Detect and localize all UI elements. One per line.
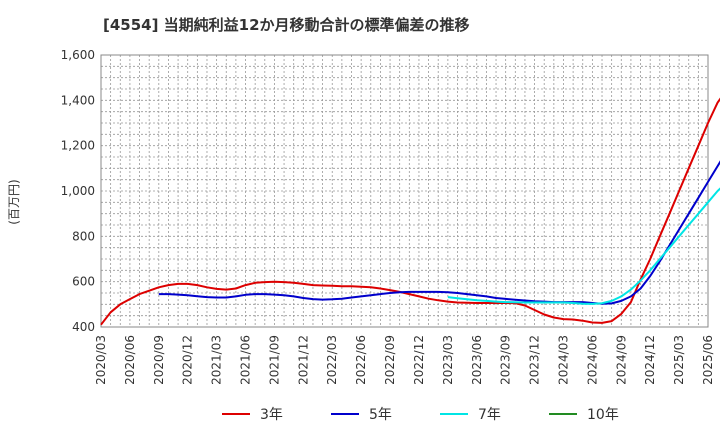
y-axis-label: (百万円) bbox=[7, 179, 21, 224]
x-tick-label: 2022/09 bbox=[383, 335, 397, 385]
x-tick-label: 2023/03 bbox=[441, 335, 455, 385]
x-tick-label: 2022/06 bbox=[354, 335, 368, 385]
x-tick-label: 2020/03 bbox=[94, 335, 108, 385]
series-line-3 bbox=[447, 187, 720, 305]
plot-area bbox=[100, 54, 709, 328]
x-tick-label: 2021/12 bbox=[296, 335, 310, 385]
x-tick-label: 2021/03 bbox=[210, 335, 224, 385]
x-tick-label: 2021/06 bbox=[239, 335, 253, 385]
x-tick-label: 2025/06 bbox=[701, 335, 715, 385]
x-tick-label: 2020/12 bbox=[181, 335, 195, 385]
series-line-2 bbox=[158, 160, 720, 305]
legend-label-4: 10年 bbox=[587, 407, 619, 423]
series-lines bbox=[100, 97, 720, 326]
x-tick-label: 2025/03 bbox=[672, 335, 686, 385]
y-tick-label: 600 bbox=[72, 275, 95, 289]
y-tick-label: 1,600 bbox=[61, 48, 95, 62]
grid bbox=[101, 55, 708, 327]
y-tick-label: 1,000 bbox=[61, 184, 95, 198]
y-tick-label: 1,400 bbox=[61, 93, 95, 107]
x-tick-label: 2024/03 bbox=[556, 335, 570, 385]
y-tick-label: 400 bbox=[72, 320, 95, 334]
x-tick-label: 2024/06 bbox=[585, 335, 599, 385]
x-tick-label: 2022/03 bbox=[325, 335, 339, 385]
y-axis: 400 600 800 1,000 1,200 1,400 1,600 bbox=[61, 48, 95, 334]
y-tick-label: 800 bbox=[72, 229, 95, 243]
x-tick-label: 2024/12 bbox=[643, 335, 657, 385]
legend-label-2: 5年 bbox=[369, 407, 392, 423]
x-tick-label: 2022/12 bbox=[412, 335, 426, 385]
x-tick-label: 2020/06 bbox=[123, 335, 137, 385]
x-tick-label: 2024/09 bbox=[614, 335, 628, 385]
x-tick-label: 2023/06 bbox=[470, 335, 484, 385]
legend: 3年 5年 7年 10年 bbox=[222, 407, 619, 423]
x-axis: 2020/03 2020/06 2020/09 2020/12 2021/03 2021/… bbox=[94, 335, 715, 385]
x-tick-label: 2021/09 bbox=[267, 335, 281, 385]
legend-label-1: 3年 bbox=[260, 407, 283, 423]
series-line-1 bbox=[100, 97, 720, 326]
x-tick-label: 2023/09 bbox=[499, 335, 513, 385]
chart-title: [4554] 当期純利益12か月移動合計の標準偏差の推移 bbox=[103, 16, 470, 34]
y-tick-label: 1,200 bbox=[61, 139, 95, 153]
x-tick-label: 2020/09 bbox=[152, 335, 166, 385]
x-tick-label: 2023/12 bbox=[528, 335, 542, 385]
legend-label-3: 7年 bbox=[478, 407, 501, 423]
